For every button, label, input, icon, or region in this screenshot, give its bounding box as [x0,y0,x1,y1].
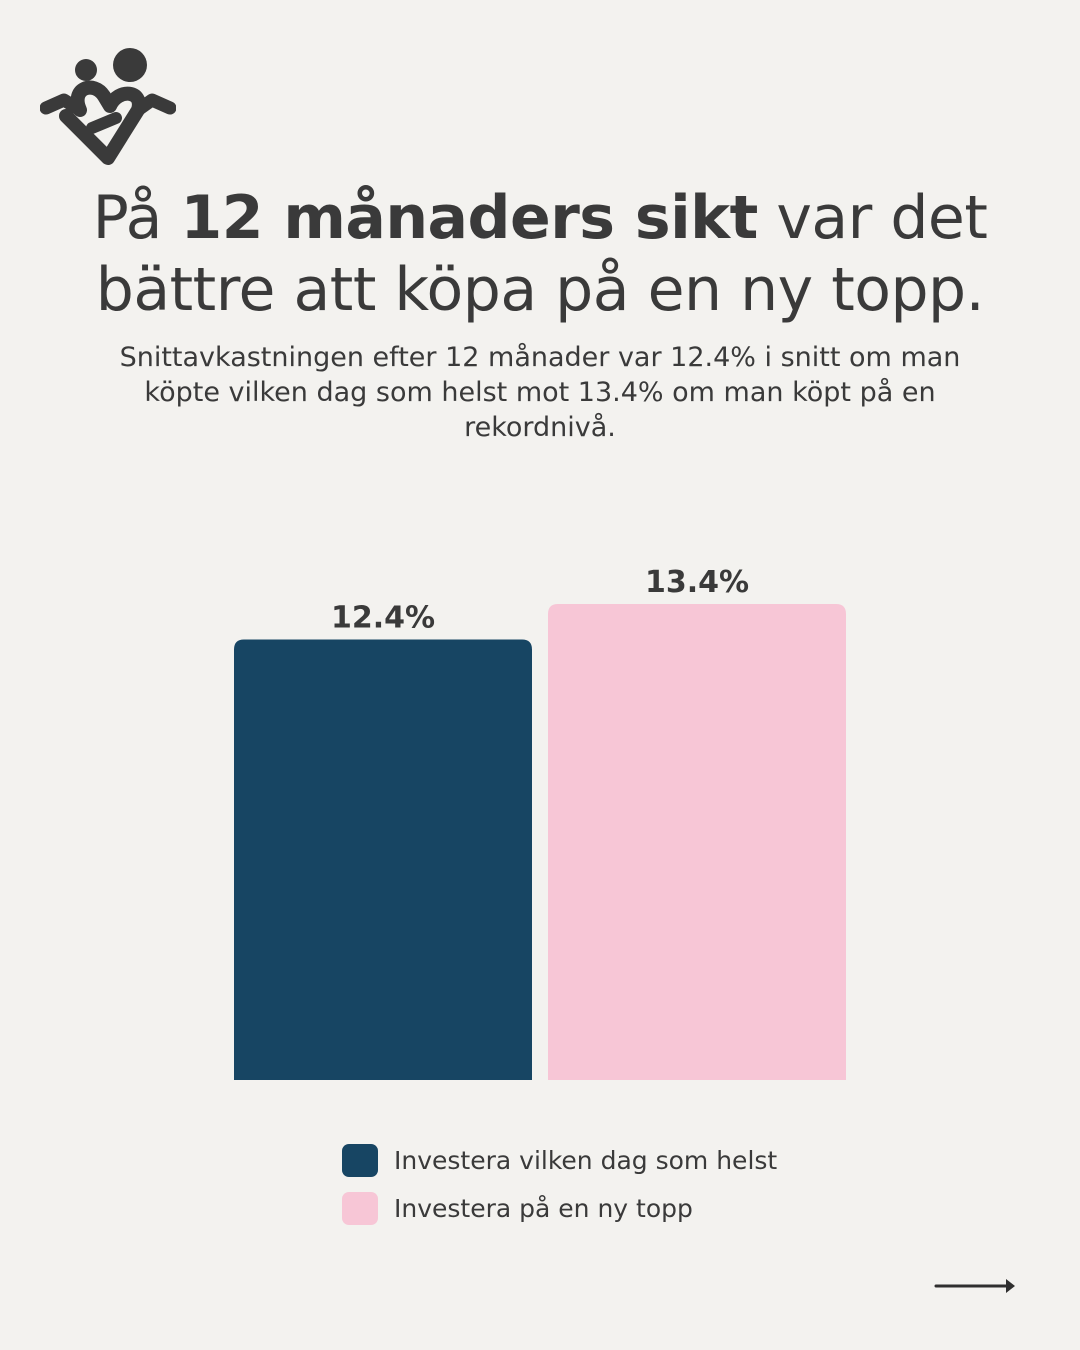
bar-value-label-2: 13.4% [645,565,749,600]
title-part-2: var det bättre att köpa på en ny topp. [95,183,988,325]
bar-1 [234,639,532,1080]
legend-item: Investera på en ny topp [342,1190,777,1226]
page-title: På 12 månaders sikt var det bättre att k… [60,182,1020,326]
chart-legend: Investera vilken dag som helst Investera … [342,1142,777,1238]
legend-swatch [342,1191,378,1225]
bar-value-label-1: 12.4% [331,601,435,636]
legend-label: Investera på en ny topp [394,1193,693,1223]
legend-item: Investera vilken dag som helst [342,1142,777,1178]
title-bold-part: 12 månaders sikt [180,183,758,253]
subtitle: Snittavkastningen efter 12 månader var 1… [119,342,961,443]
legend-label: Investera vilken dag som helst [394,1145,778,1175]
title-part-1: På [92,183,181,253]
arrow-right-icon[interactable] [934,1276,1018,1296]
legend-swatch [342,1143,378,1177]
heart-people-logo-icon [40,48,176,165]
bar-2 [548,604,846,1080]
